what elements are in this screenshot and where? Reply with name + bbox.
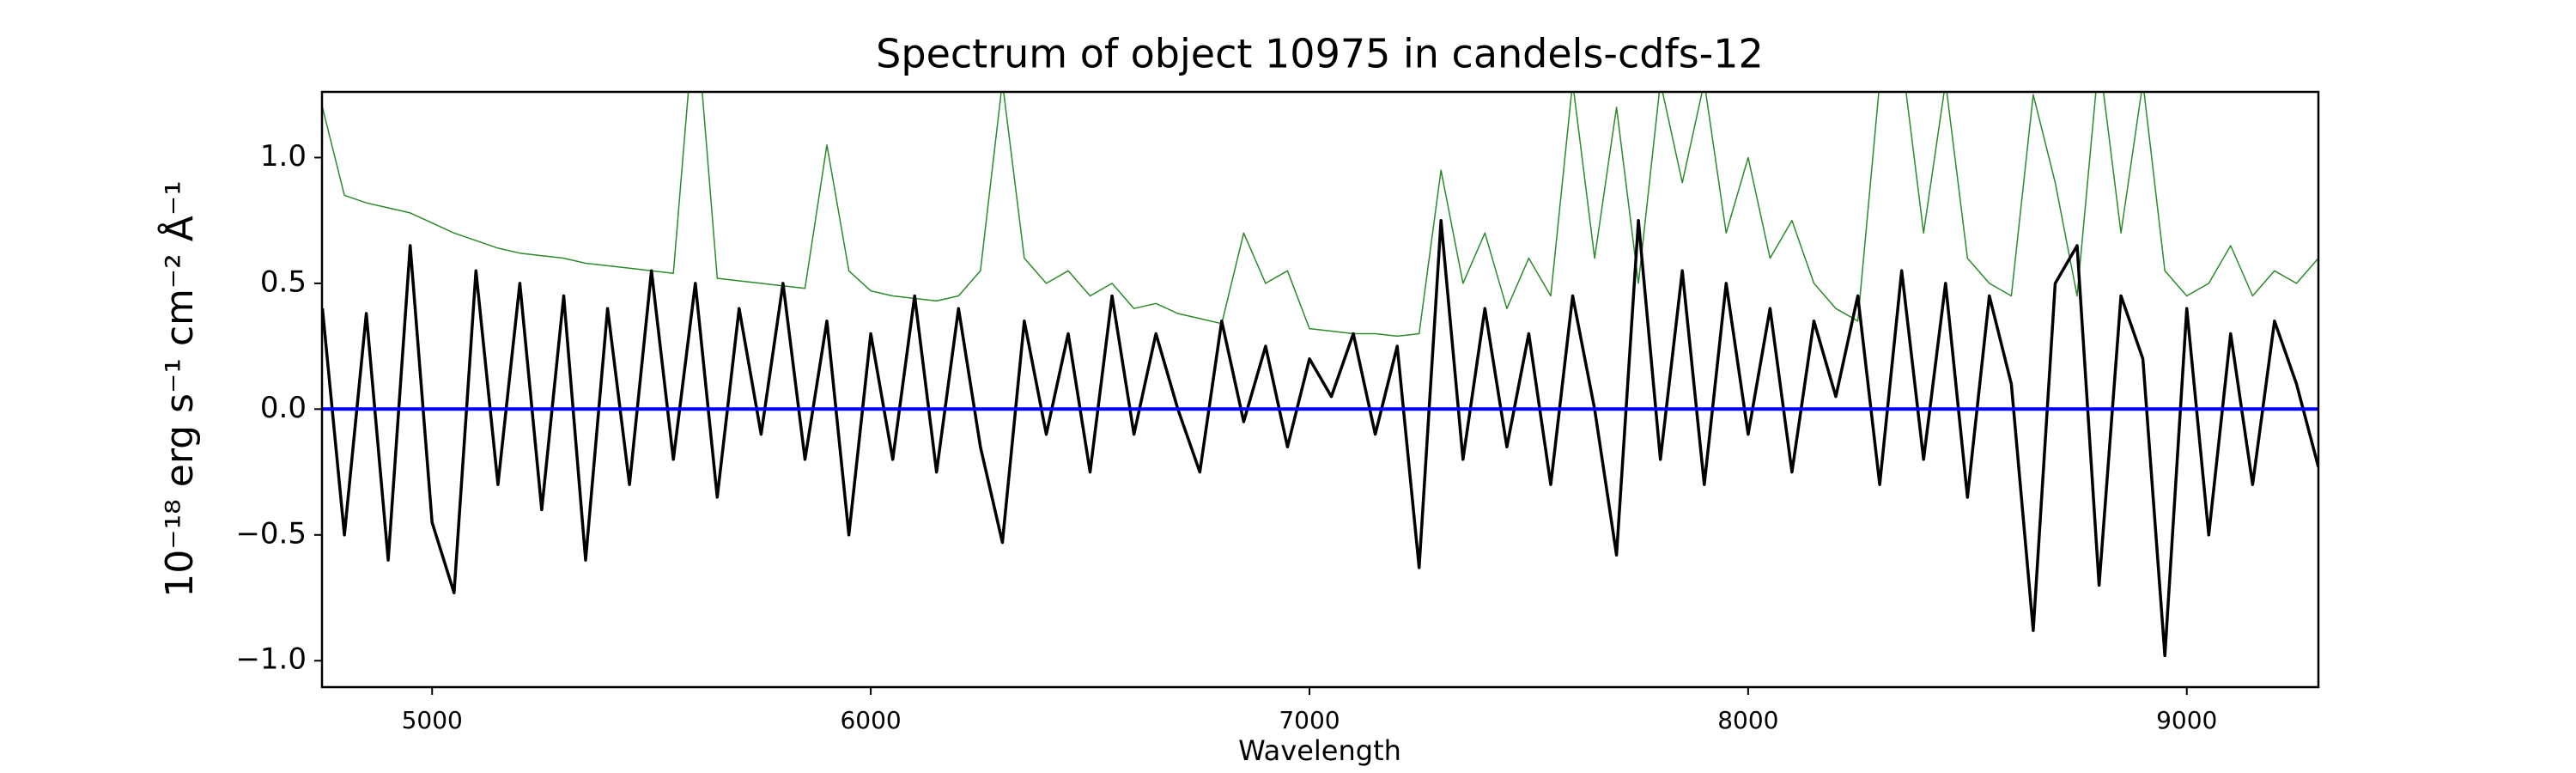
y-tick-label: 1.0 [260,139,307,173]
chart-title: Spectrum of object 10975 in candels-cdfs… [876,31,1764,77]
x-axis-label: Wavelength [1238,734,1401,767]
x-tick-label: 9000 [2156,706,2217,734]
y-tick-label: −0.5 [235,516,307,551]
y-axis-label: 10⁻¹⁸ erg s⁻¹ cm⁻² Å⁻¹ [156,180,202,597]
x-tick-label: 7000 [1279,706,1340,734]
y-tick-label: −1.0 [235,642,307,677]
spectrum-line [322,218,2318,658]
plot-area [322,92,2318,658]
axes-frame [320,90,2320,689]
x-tick-label: 5000 [402,706,463,734]
y-tick-label: 0.5 [260,265,307,299]
x-tick-label: 8000 [1717,706,1778,734]
y-tick-label: 0.0 [260,391,307,425]
x-tick-label: 6000 [840,706,901,734]
spectrum-line [322,92,2318,338]
